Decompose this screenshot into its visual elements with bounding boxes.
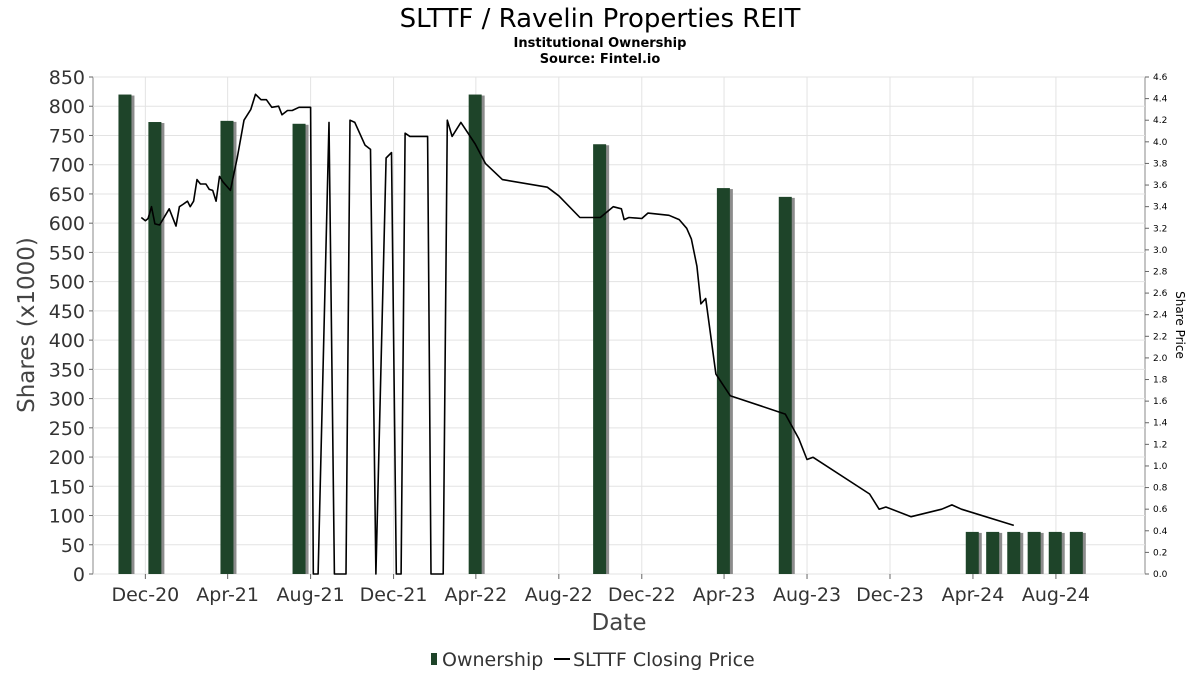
ownership-bars	[118, 94, 1086, 575]
x-tick-label-3: Dec-21	[360, 584, 428, 606]
left-tick-label-0: 0	[73, 564, 85, 586]
left-tick-label-7: 350	[49, 359, 85, 381]
left-axis-ticks: 0 50 100 150 200 250 300 350 400 450 500 550 600 650 7…	[49, 67, 93, 586]
x-tick-label-2: Aug-21	[277, 584, 345, 606]
ownership-bar-11	[1027, 531, 1041, 574]
chart-subtitle-2: Source: Fintel.io	[540, 52, 661, 67]
right-tick-label-11: 2.2	[1153, 332, 1167, 342]
right-tick-label-16: 3.2	[1153, 224, 1167, 234]
right-tick-label-12: 2.4	[1153, 311, 1168, 321]
left-tick-label-11: 550	[49, 242, 85, 264]
right-tick-label-5: 1.0	[1153, 462, 1168, 472]
right-tick-label-19: 3.8	[1153, 159, 1168, 169]
ownership-bar-13	[1069, 531, 1083, 574]
right-tick-label-4: 0.8	[1153, 484, 1168, 494]
x-tick-label-4: Apr-22	[445, 584, 508, 606]
x-tick-label-11: Aug-24	[1022, 584, 1090, 606]
right-tick-label-2: 0.4	[1153, 527, 1168, 537]
ownership-bar-5	[593, 144, 607, 574]
right-tick-label-10: 2.0	[1153, 354, 1168, 364]
y-axis-right-label: Share Price	[1173, 291, 1187, 359]
ownership-bar-10	[1007, 531, 1021, 574]
left-tick-label-17: 850	[49, 67, 85, 89]
ownership-bar-0	[118, 94, 132, 575]
ownership-bar-8	[965, 531, 979, 574]
ownership-bar-6	[716, 188, 730, 574]
ownership-bar-12	[1048, 531, 1062, 574]
ownership-bar-3	[292, 123, 306, 574]
x-tick-label-9: Dec-23	[856, 584, 924, 606]
x-tick-label-8: Aug-23	[773, 584, 841, 606]
left-tick-label-4: 200	[49, 447, 85, 469]
left-tick-label-8: 400	[49, 330, 85, 352]
right-axis-ticks: 0.0 0.2 0.4 0.6 0.8 1.0 1.2 1.4 1.6 1.8 2.0 2.2 2.4 2…	[1145, 73, 1168, 580]
ownership-bar-1	[148, 122, 162, 575]
right-tick-label-9: 1.8	[1153, 376, 1168, 386]
left-tick-label-3: 150	[49, 476, 85, 498]
ownership-bar-7	[778, 196, 792, 575]
ownership-bar-4	[468, 94, 482, 575]
right-tick-label-0: 0.0	[1153, 570, 1168, 580]
x-tick-label-5: Aug-22	[525, 584, 593, 606]
right-tick-label-20: 4.0	[1153, 138, 1168, 148]
x-tick-label-1: Apr-21	[196, 584, 259, 606]
right-tick-label-3: 0.6	[1153, 505, 1168, 515]
right-tick-label-18: 3.6	[1153, 181, 1168, 191]
legend-ownership-swatch	[431, 653, 437, 665]
x-tick-label-0: Dec-20	[111, 584, 179, 606]
x-tick-label-7: Apr-23	[693, 584, 756, 606]
chart-subtitle-1: Institutional Ownership	[514, 36, 687, 51]
price-line	[140, 93, 1015, 575]
right-tick-label-7: 1.4	[1153, 419, 1168, 429]
right-tick-label-13: 2.6	[1153, 289, 1168, 299]
left-tick-label-1: 50	[61, 535, 85, 557]
right-tick-label-14: 2.8	[1153, 267, 1168, 277]
left-tick-label-2: 100	[49, 506, 85, 528]
chart-title: SLTTF / Ravelin Properties REIT	[400, 4, 801, 34]
x-axis-ticks: Dec-20 Apr-21 Aug-21 Dec-21 Apr-22 Aug-22 Dec-…	[111, 574, 1090, 606]
left-tick-label-16: 800	[49, 96, 85, 118]
left-tick-label-9: 450	[49, 301, 85, 323]
left-tick-label-15: 750	[49, 125, 85, 147]
x-tick-label-10: Apr-24	[942, 584, 1005, 606]
x-tick-label-6: Dec-22	[608, 584, 676, 606]
left-tick-label-5: 250	[49, 418, 85, 440]
y-axis-left-label: Shares (x1000)	[14, 237, 40, 413]
left-tick-label-10: 500	[49, 272, 85, 294]
legend-ownership-label: Ownership	[442, 649, 543, 671]
right-tick-label-23: 4.6	[1153, 73, 1168, 83]
right-tick-label-17: 3.4	[1153, 203, 1168, 213]
left-tick-label-14: 700	[49, 155, 85, 177]
plot-area	[92, 76, 1146, 575]
right-tick-label-21: 4.2	[1153, 116, 1167, 126]
x-axis-label: Date	[592, 610, 647, 636]
ownership-bar-2	[220, 120, 234, 575]
right-tick-label-6: 1.2	[1153, 440, 1167, 450]
left-tick-label-13: 650	[49, 184, 85, 206]
right-tick-label-22: 4.4	[1153, 95, 1168, 105]
right-tick-label-8: 1.6	[1153, 397, 1168, 407]
left-tick-label-12: 600	[49, 213, 85, 235]
right-tick-label-1: 0.2	[1153, 548, 1167, 558]
ownership-bar-9	[986, 531, 1000, 574]
legend-price-label: SLTTF Closing Price	[573, 649, 755, 671]
right-tick-label-15: 3.0	[1153, 246, 1168, 256]
legend: Ownership SLTTF Closing Price	[431, 649, 755, 671]
price-line-path	[140, 93, 1015, 575]
left-tick-label-6: 300	[49, 389, 85, 411]
